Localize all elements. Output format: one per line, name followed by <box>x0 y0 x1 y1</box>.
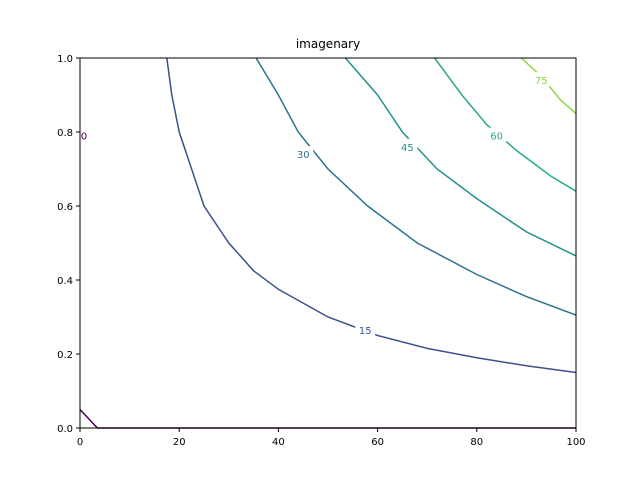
y-tick-label: 0.0 <box>57 424 73 435</box>
x-tick-label: 0 <box>77 437 83 448</box>
plot-area-frame <box>79 57 577 429</box>
y-axis-ticks: 0.0 0.2 0.4 0.6 0.8 1.0 <box>57 54 80 435</box>
contour-label-gap-30 <box>293 146 314 161</box>
contour-label-gap-45 <box>397 138 418 153</box>
y-tick-label: 1.0 <box>57 54 73 65</box>
contour-label-0: 0 <box>81 132 87 143</box>
contour-labels: 0 15 30 45 60 75 <box>73 72 552 337</box>
contour-line-30 <box>255 57 577 316</box>
x-tick-label: 20 <box>173 437 186 448</box>
contour-label-gap-15 <box>355 321 376 336</box>
x-tick-label: 100 <box>566 437 585 448</box>
contour-label-75: 75 <box>535 76 548 87</box>
y-tick-label: 0.6 <box>57 202 73 213</box>
x-tick-label: 80 <box>470 437 483 448</box>
contour-label-15: 15 <box>359 326 372 337</box>
contour-line-75 <box>520 57 577 115</box>
y-tick-label: 0.4 <box>57 276 73 287</box>
chart-title: imagenary <box>296 37 360 51</box>
contour-label-30: 30 <box>297 150 310 161</box>
y-tick-label: 0.8 <box>57 128 73 139</box>
x-tick-label: 60 <box>371 437 384 448</box>
contour-label-gap-75 <box>531 72 552 87</box>
contour-label-45: 45 <box>401 143 414 154</box>
contour-label-gap-0 <box>73 127 94 142</box>
contour-label-gap-60 <box>486 127 507 142</box>
contour-line-15 <box>166 57 577 374</box>
y-tick-label: 0.2 <box>57 350 73 361</box>
x-axis-ticks: 0 20 40 60 80 100 <box>77 428 586 448</box>
contour-label-60: 60 <box>490 132 503 143</box>
x-tick-label: 40 <box>272 437 285 448</box>
contour-line-45 <box>344 57 577 257</box>
